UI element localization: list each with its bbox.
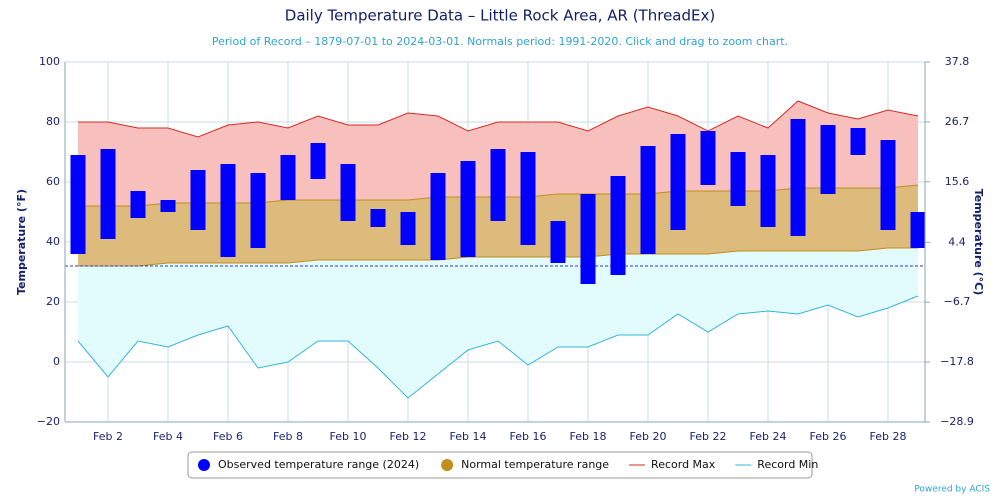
observed-bar <box>760 155 776 227</box>
legend-marker <box>441 459 454 471</box>
normal-range-area <box>78 185 918 266</box>
y-tick-label: 60 <box>46 175 60 188</box>
observed-bar <box>730 152 746 206</box>
observed-bar <box>220 164 236 257</box>
record-min-area <box>78 248 918 398</box>
observed-bar <box>610 176 626 275</box>
y-tick-label: 0 <box>53 355 60 368</box>
observed-bar <box>100 149 116 239</box>
x-tick-label: Feb 24 <box>750 430 787 443</box>
x-tick-label: Feb 26 <box>810 430 847 443</box>
y-tick-label: 80 <box>46 115 60 128</box>
x-tick-label: Feb 16 <box>510 430 547 443</box>
credit: Powered by ACIS <box>914 485 990 495</box>
observed-bar <box>340 164 356 221</box>
x-tick-label: Feb 10 <box>330 430 367 443</box>
y2-tick-label: 37.8 <box>945 55 970 68</box>
observed-bar <box>460 161 476 257</box>
x-tick-label: Feb 28 <box>870 430 907 443</box>
record-max-line <box>78 100 919 138</box>
observed-bar <box>190 170 206 230</box>
legend-label: Normal temperature range <box>461 458 609 471</box>
observed-bar <box>70 155 86 254</box>
observed-bar <box>430 173 446 260</box>
observed-bar <box>550 221 566 263</box>
y2-tick-label: 4.4 <box>948 235 966 248</box>
observed-bar <box>490 149 506 221</box>
x-tick-label: Feb 4 <box>153 430 183 443</box>
y2-tick-label: −6.7 <box>944 295 971 308</box>
x-tick-label: Feb 20 <box>630 430 667 443</box>
observed-bar <box>520 152 536 245</box>
legend-label: Record Min <box>757 458 818 471</box>
legend-marker <box>198 459 210 471</box>
observed-bar <box>310 143 326 179</box>
x-tick-label: Feb 12 <box>390 430 427 443</box>
y2-tick-label: 15.6 <box>945 175 970 188</box>
x-tick-label: Feb 18 <box>570 430 607 443</box>
x-tick-label: Feb 8 <box>273 430 303 443</box>
observed-bar <box>790 119 806 236</box>
x-tick-label: Feb 14 <box>450 430 487 443</box>
y-tick-label: 20 <box>46 295 60 308</box>
y-axis-label: Temperature (°F) <box>15 189 28 295</box>
x-tick-label: Feb 2 <box>93 430 123 443</box>
observed-bar <box>370 209 386 227</box>
observed-bar <box>850 128 866 155</box>
legend-box <box>187 451 813 479</box>
chart-title: Daily Temperature Data – Little Rock Are… <box>285 7 715 25</box>
observed-bar <box>880 140 896 230</box>
y2-axis-label: Temperature (°C) <box>972 189 985 296</box>
observed-bar <box>820 125 836 194</box>
observed-bar <box>580 194 596 284</box>
y2-tick-label: −17.8 <box>940 355 974 368</box>
observed-bar <box>160 200 176 212</box>
y-tick-label: 40 <box>46 235 60 248</box>
legend-label: Record Max <box>651 458 716 471</box>
normal-low-line <box>78 247 918 267</box>
x-tick-label: Feb 22 <box>690 430 727 443</box>
observed-bar <box>640 146 656 254</box>
y2-tick-label: −28.9 <box>940 415 974 428</box>
chart-subtitle: Period of Record – 1879-07-01 to 2024-03… <box>212 35 788 48</box>
y2-tick-label: 26.7 <box>945 115 970 128</box>
observed-bar <box>910 212 926 248</box>
observed-bar <box>670 134 686 230</box>
y-tick-label: 100 <box>39 55 60 68</box>
observed-bar <box>130 191 146 218</box>
record-min-line <box>77 295 919 399</box>
observed-bar <box>280 155 296 200</box>
observed-bar <box>250 173 266 248</box>
x-tick-label: Feb 6 <box>213 430 243 443</box>
y-tick-label: −20 <box>37 415 60 428</box>
legend-label: Observed temperature range (2024) <box>218 458 419 471</box>
observed-bar <box>400 212 416 245</box>
observed-bar <box>700 131 716 185</box>
